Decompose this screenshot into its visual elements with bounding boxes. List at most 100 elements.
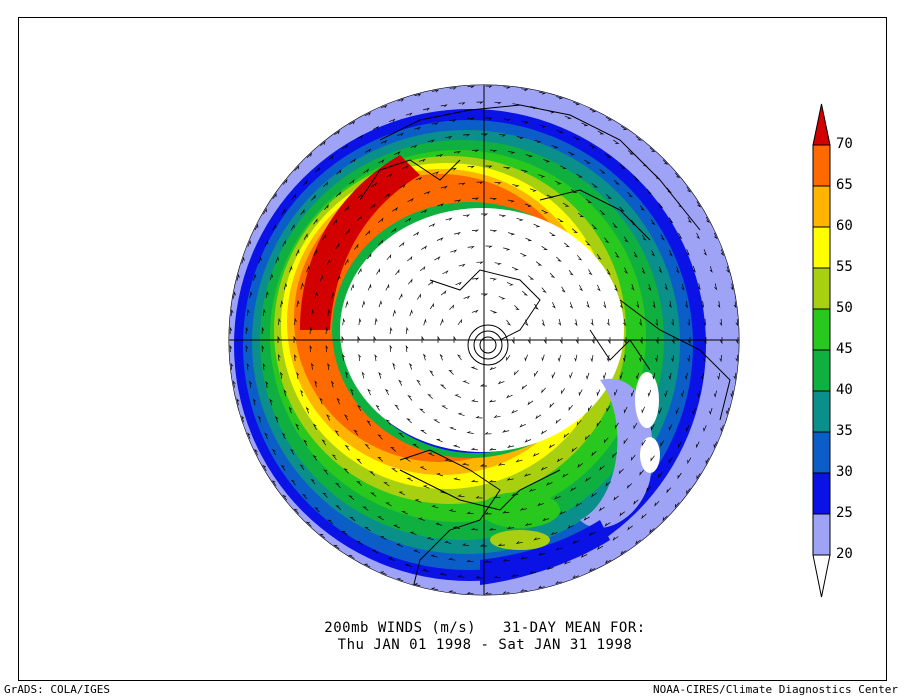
wind-arrow (577, 463, 584, 469)
wind-arrow (402, 165, 409, 169)
wind-arrow (485, 165, 493, 168)
wind-arrow (516, 136, 524, 140)
wind-arrow (568, 269, 574, 276)
wind-arrow (592, 337, 595, 345)
wind-arrow (614, 422, 619, 430)
wind-arrow (369, 471, 376, 476)
wind-arrow (662, 159, 669, 165)
wind-arrow (319, 533, 326, 539)
wind-arrow (666, 187, 672, 194)
plot-title-line1: 200mb WINDS (m/s) 31-DAY MEAN FOR: (324, 620, 646, 636)
wind-arrow (577, 212, 585, 218)
wind-arrow (605, 153, 612, 158)
wind-arrow (471, 229, 480, 233)
wind-arrow (348, 495, 355, 500)
wind-arrow (541, 354, 545, 362)
wind-arrow (726, 266, 730, 274)
wind-arrow (549, 232, 556, 236)
wind-arrow (589, 108, 597, 113)
wind-arrow (345, 228, 350, 235)
wind-arrow (344, 205, 350, 212)
wind-arrow (668, 217, 674, 224)
wind-arrow (672, 337, 675, 345)
wind-arrow (596, 545, 604, 551)
wind-arrow (312, 454, 318, 461)
wind-arrow (684, 372, 688, 380)
wind-arrow (540, 430, 547, 435)
wind-arrow (524, 522, 532, 527)
wind-arrow (714, 283, 718, 291)
wind-arrow (450, 249, 458, 253)
colorbar-box (812, 431, 831, 474)
wind-arrow (516, 217, 524, 222)
wind-arrow (614, 284, 618, 292)
wind-arrow (520, 556, 528, 560)
wind-arrow (344, 258, 349, 266)
wind-arrow (485, 117, 493, 120)
wind-arrow (384, 193, 391, 198)
wind-arrow (525, 237, 533, 242)
wind-arrow (373, 335, 376, 343)
wind-arrow (720, 337, 723, 345)
wind-arrow (506, 319, 511, 326)
wind-arrow (524, 354, 528, 362)
wind-arrow (335, 505, 342, 510)
wind-arrow (627, 191, 633, 198)
wind-arrow (521, 384, 528, 390)
wind-arrow (454, 199, 462, 203)
wind-arrow (538, 552, 546, 556)
wind-arrow (427, 452, 435, 457)
wind-arrow (357, 134, 364, 139)
wind-arrow (508, 151, 516, 154)
wind-arrow (449, 167, 457, 171)
wind-arrow (396, 577, 404, 582)
colorbar-box (812, 472, 831, 515)
wind-arrow (265, 290, 269, 299)
wind-arrow (479, 464, 487, 467)
wind-arrow (271, 448, 277, 456)
wind-arrow (506, 477, 514, 481)
wind-arrow (419, 466, 427, 471)
wind-arrow (375, 404, 380, 411)
wind-arrow (613, 495, 619, 501)
wind-arrow (444, 540, 452, 544)
wind-arrow (409, 309, 413, 317)
colorbar-box (812, 308, 831, 351)
wind-arrow (326, 414, 331, 421)
wind-arrow (391, 468, 398, 473)
wind-arrow (624, 337, 627, 345)
wind-arrow (596, 420, 601, 428)
wind-arrow (430, 587, 438, 591)
wind-arrow (527, 400, 534, 406)
wind-arrow (432, 89, 440, 93)
wind-arrow (686, 249, 690, 256)
wind-arrow (449, 304, 455, 310)
wind-arrow (574, 354, 578, 362)
wind-arrow (704, 337, 707, 345)
wind-arrow (488, 527, 497, 531)
wind-arrow (528, 488, 536, 492)
wind-arrow (245, 344, 249, 353)
wind-arrow (423, 353, 427, 361)
wind-arrow (584, 159, 591, 164)
wind-arrow (319, 397, 323, 405)
wind-arrow (395, 268, 400, 276)
wind-arrow (646, 486, 652, 493)
wind-arrow (396, 543, 404, 548)
wind-arrow (586, 301, 590, 309)
wind-arrow (589, 144, 597, 149)
wind-arrow (622, 354, 626, 363)
wind-arrow (719, 318, 722, 327)
wind-arrow (490, 310, 498, 314)
colorbar-box (812, 349, 831, 392)
wind-arrow (416, 293, 421, 300)
wind-arrow (573, 136, 581, 141)
wind-arrow (397, 132, 404, 136)
wind-arrow (685, 425, 690, 433)
wind-arrow (311, 194, 316, 201)
wind-arrow (389, 326, 393, 335)
wind-arrow (481, 133, 489, 136)
wind-arrow (331, 291, 335, 299)
wind-arrow (310, 478, 316, 485)
wind-arrow (283, 389, 287, 397)
